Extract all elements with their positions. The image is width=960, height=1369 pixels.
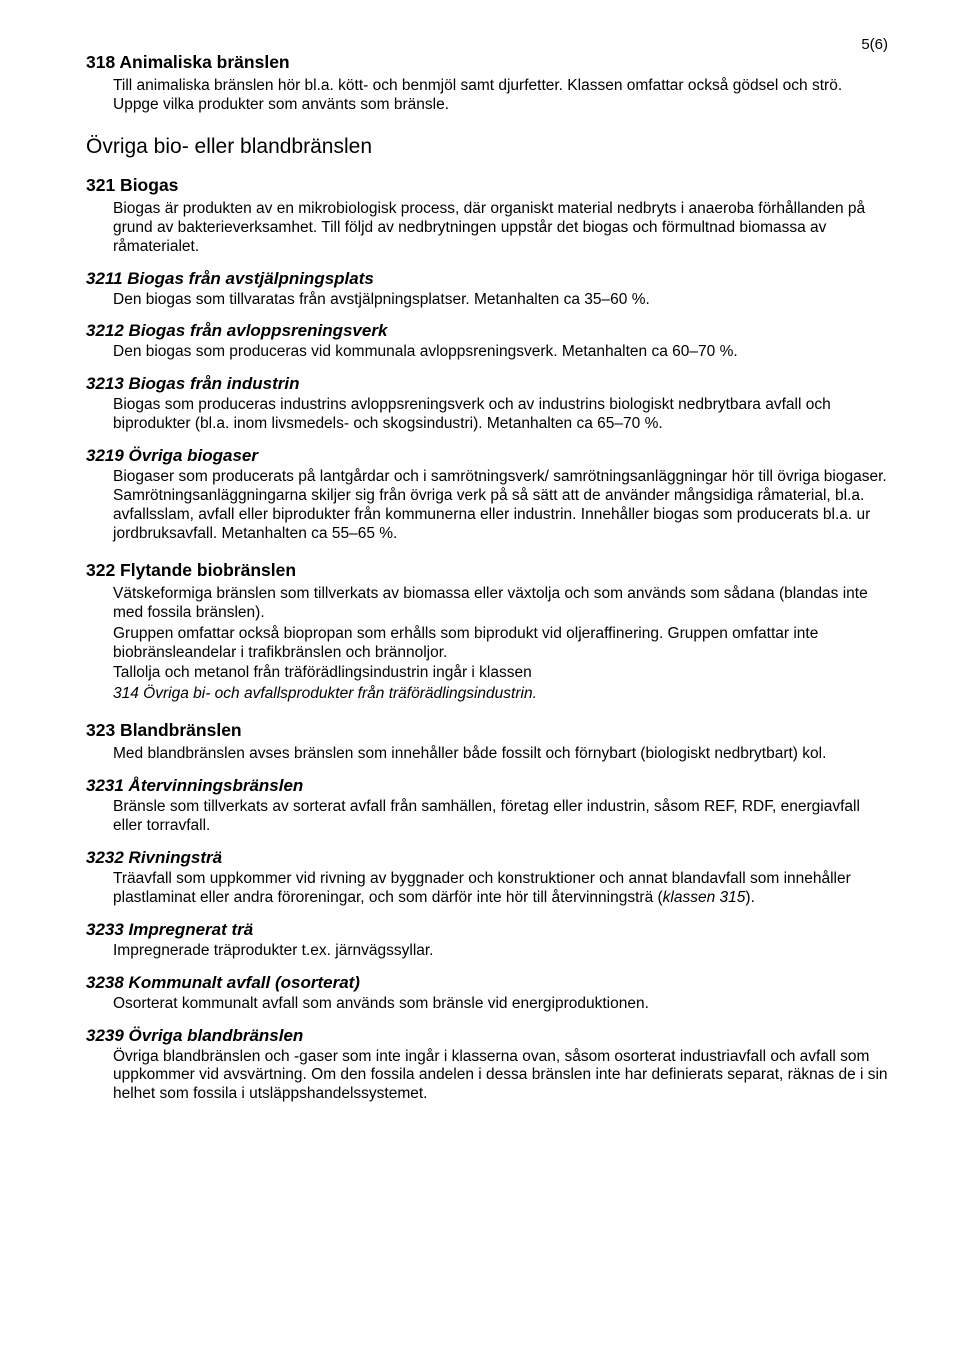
section-paragraph: Träavfall som uppkommer vid rivning av b… [113,870,890,908]
section-paragraph: Övriga blandbränslen och -gaser som inte… [113,1048,890,1105]
section-paragraph: 314 Övriga bi- och avfallsprodukter från… [113,685,890,704]
section-paragraph: Osorterat kommunalt avfall som används s… [113,995,890,1014]
section-paragraph: Till animaliska bränslen hör bl.a. kött-… [113,77,890,115]
section-paragraph: Biogas som produceras industrins avlopps… [113,396,890,434]
document-page: 5(6) 318 Animaliska bränslen Till animali… [0,0,960,1369]
heading-h4: 3238 Kommunalt avfall (osorterat) [86,973,890,993]
heading-h3: 322 Flytande biobränslen [86,560,890,581]
section-paragraph: Bränsle som tillverkats av sorterat avfa… [113,798,890,836]
section-paragraph: Impregnerade träprodukter t.ex. järnvägs… [113,942,890,961]
section-paragraph: Med blandbränslen avses bränslen som inn… [113,745,890,764]
section-paragraph: Gruppen omfattar också biopropan som erh… [113,625,890,663]
heading-h3: 321 Biogas [86,175,890,196]
heading-h4: 3213 Biogas från industrin [86,374,890,394]
heading-h4: 3219 Övriga biogaser [86,446,890,466]
heading-h4: 3233 Impregnerat trä [86,920,890,940]
heading-h4: 3212 Biogas från avloppsreningsverk [86,321,890,341]
section-paragraph: Biogaser som producerats på lantgårdar o… [113,468,890,544]
heading-h2: Övriga bio- eller blandbränslen [86,135,890,159]
section-paragraph: Tallolja och metanol från träförädlingsi… [113,664,890,683]
section-paragraph: Vätskeformiga bränslen som tillverkats a… [113,585,890,623]
heading-h4: 3239 Övriga blandbränslen [86,1026,890,1046]
section-paragraph: Den biogas som produceras vid kommunala … [113,343,890,362]
document-body: 318 Animaliska bränslen Till animaliska b… [86,52,890,1104]
heading-h4: 3232 Rivningsträ [86,848,890,868]
section-paragraph: Den biogas som tillvaratas från avstjälp… [113,291,890,310]
heading-h4: 3211 Biogas från avstjälpningsplats [86,269,890,289]
page-number: 5(6) [861,36,888,53]
heading-h4: 3231 Återvinningsbränslen [86,776,890,796]
heading-h3: 318 Animaliska bränslen [86,52,890,73]
section-paragraph: Biogas är produkten av en mikrobiologisk… [113,200,890,257]
heading-h3: 323 Blandbränslen [86,720,890,741]
